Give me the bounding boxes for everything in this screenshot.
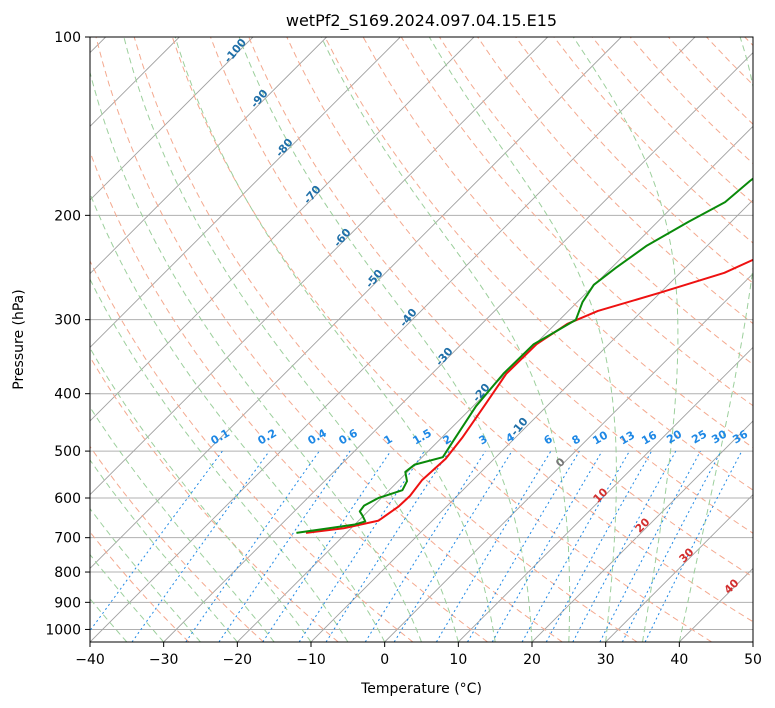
y-tick-label: 500 <box>54 444 81 460</box>
mixing-ratio-line <box>393 450 513 642</box>
x-axis-label: Temperature (°C) <box>360 681 482 697</box>
mixing-ratio-line <box>435 450 552 642</box>
mixing-ratio-line <box>185 450 320 642</box>
isotherm-line <box>605 494 753 642</box>
mixing-ratio-line <box>521 450 630 642</box>
plot-frame <box>89 36 754 643</box>
isotherm-line <box>90 37 401 348</box>
x-tick-label: 10 <box>449 652 467 668</box>
mixing-ratio-line <box>131 450 270 642</box>
moist-adiabat-line <box>90 598 128 642</box>
moist-adiabat-line <box>678 37 753 642</box>
dry-adiabat-line <box>286 37 753 534</box>
y-tick-label: 900 <box>54 595 81 611</box>
x-tick-label: −10 <box>296 652 326 668</box>
dry-adiabat-line <box>133 37 638 642</box>
y-tick-label: 400 <box>54 387 81 403</box>
moist-adiabat-line <box>90 347 312 642</box>
moist-adiabat-line <box>320 37 571 642</box>
dewpoint-profile-line <box>296 177 753 534</box>
isotherm-line <box>163 52 753 642</box>
x-tick-label: −20 <box>223 652 253 668</box>
moist-adiabat-line <box>90 278 349 642</box>
y-tick-label: 100 <box>54 30 81 46</box>
moist-adiabat-line <box>90 70 422 642</box>
dry-adiabat-line <box>95 37 563 642</box>
mixing-ratio-line <box>298 450 425 642</box>
isotherm-line <box>531 420 753 642</box>
dry-adiabat-line <box>90 445 264 642</box>
moist-adiabat-line <box>90 459 238 642</box>
mixing-ratio-lines <box>90 450 743 642</box>
y-axis-ticks: 100 200 300 400 500 600 700 800 900 1000 <box>45 30 90 638</box>
moist-adiabat-line <box>174 37 496 642</box>
moist-adiabat-line <box>90 507 201 642</box>
y-tick-label: 600 <box>54 491 81 507</box>
isotherm-line <box>458 346 753 642</box>
mixing-ratio-line <box>644 450 743 642</box>
isotherm-line <box>90 37 327 275</box>
moist-adiabat-line <box>90 192 386 642</box>
moist-adiabat-line <box>428 37 617 642</box>
dry-adiabat-line <box>515 37 753 284</box>
x-tick-label: 30 <box>597 652 615 668</box>
mixing-ratio-line <box>545 450 653 642</box>
y-axis-label: Pressure (hPa) <box>11 289 27 389</box>
mixing-ratio-line <box>599 450 701 642</box>
y-tick-label: 300 <box>54 313 81 329</box>
x-tick-label: −30 <box>149 652 179 668</box>
isotherm-line <box>90 37 254 201</box>
x-tick-label: 20 <box>523 652 541 668</box>
x-tick-label: 40 <box>670 652 688 668</box>
mixing-ratio-line <box>467 450 580 642</box>
x-tick-label: −40 <box>75 652 105 668</box>
y-tick-label: 800 <box>54 565 81 581</box>
isotherm-line <box>90 37 622 569</box>
mixing-ratio-line <box>90 450 223 632</box>
x-axis-ticks: −40 −30 −20 −10 0 10 20 30 40 50 <box>75 642 762 668</box>
y-tick-label: 700 <box>54 531 81 547</box>
dry-adiabat-line <box>210 37 753 623</box>
dry-adiabat-line <box>171 37 712 642</box>
isotherm-line <box>384 273 753 642</box>
chart-title: wetPf2_S169.2024.097.04.15.E15 <box>286 11 557 31</box>
mixing-ratio-line <box>364 450 486 642</box>
moist-adiabats <box>90 37 753 642</box>
dry-adiabat-line <box>248 37 753 578</box>
moist-adiabat-line <box>238 37 533 642</box>
dry-adiabat-line <box>324 37 753 491</box>
isotherm-line <box>90 37 548 496</box>
sounding-profiles <box>296 177 753 534</box>
mixing-ratio-line <box>325 450 450 642</box>
x-tick-label: 50 <box>744 652 762 668</box>
mixing-ratio-line <box>621 450 722 642</box>
moist-adiabat-line <box>90 406 275 642</box>
dry-adiabat-line <box>90 259 414 642</box>
mixing-ratio-line <box>572 450 677 642</box>
x-tick-label: 0 <box>380 652 389 668</box>
y-tick-label: 200 <box>54 208 81 224</box>
moist-adiabat-line <box>123 37 459 642</box>
y-tick-label: 1000 <box>45 622 81 638</box>
isotherm-line <box>90 37 475 422</box>
moist-adiabat-line <box>572 37 679 642</box>
isotherm-line <box>237 125 753 642</box>
moist-adiabat-line <box>90 553 165 642</box>
mixing-ratio-line <box>491 450 603 642</box>
